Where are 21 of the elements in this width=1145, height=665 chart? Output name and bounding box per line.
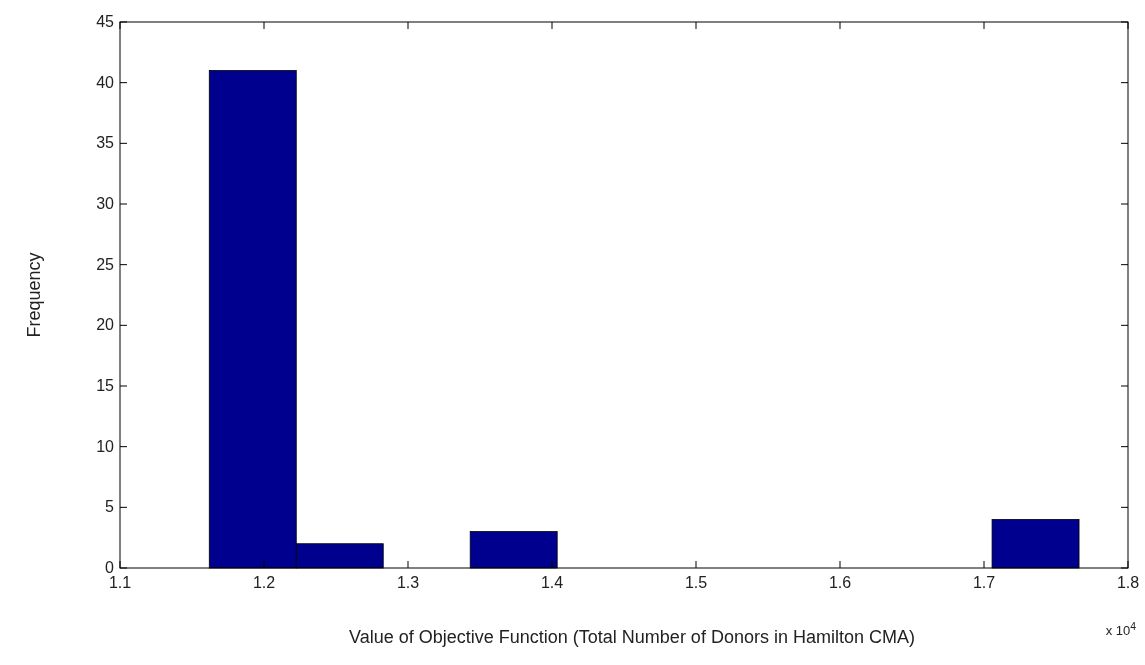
x-tick-label: 1.4: [540, 574, 564, 591]
y-tick-label: 35: [96, 134, 115, 152]
y-tick-label: 15: [96, 377, 115, 394]
y-tick-label: 10: [96, 437, 115, 455]
y-tick-label: 45: [96, 13, 115, 30]
x-tick-label: 1.8: [1116, 574, 1140, 591]
y-tick-label: 30: [96, 195, 115, 212]
x-tick-label: 1.5: [684, 574, 708, 591]
x-tick-label: 1.3: [396, 574, 420, 591]
y-tick-label: 0: [105, 559, 115, 576]
x-tick-label: 1.2: [252, 574, 276, 591]
y-tick-label: 20: [96, 316, 115, 334]
x-tick-label: 1.7: [972, 574, 996, 591]
x-tick-label: 1.6: [828, 574, 852, 591]
y-axis-title: Frequency: [24, 252, 44, 338]
y-tick-label: 25: [96, 255, 115, 273]
x-tick-label: 1.1: [108, 574, 132, 591]
text: x 10$^{4}$: [1105, 620, 1137, 638]
y-tick-label: 5: [105, 498, 115, 516]
x-axis-title: Value of Objective Function (Total Number of Donors in Hamilton CMA): [349, 627, 915, 647]
y-tick-label: 40: [96, 73, 115, 91]
